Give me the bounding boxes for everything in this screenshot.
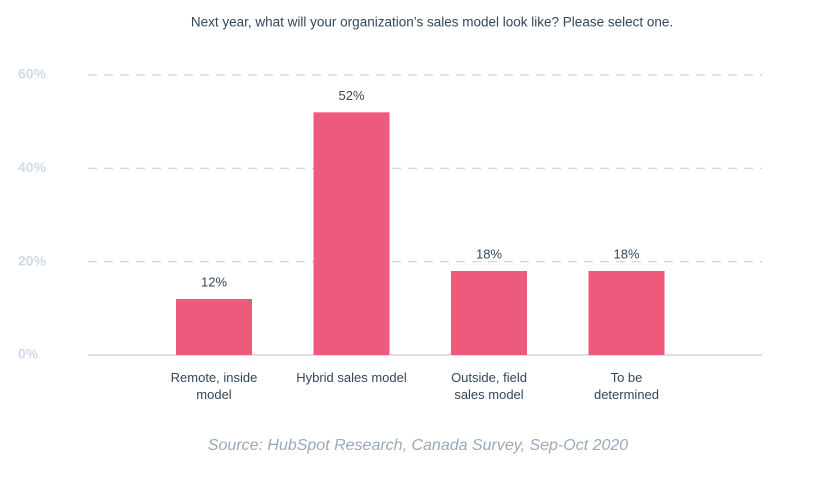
source-note: Source: HubSpot Research, Canada Survey,… xyxy=(208,437,628,454)
value-label: 52% xyxy=(338,88,364,103)
x-tick-label: To be determined xyxy=(593,370,660,402)
y-tick-label: 60% xyxy=(18,66,47,82)
value-label: 18% xyxy=(613,246,639,261)
value-label: 18% xyxy=(476,246,502,261)
x-tick-label: Remote, inside model xyxy=(170,370,258,402)
chart-title: Next year, what will your organization’s… xyxy=(191,15,673,30)
bar xyxy=(588,271,665,355)
y-tick-label: 40% xyxy=(18,159,47,175)
value-label: 12% xyxy=(201,274,227,289)
y-tick-label: 20% xyxy=(18,252,47,268)
y-tick-label: 0% xyxy=(18,346,39,362)
bar xyxy=(313,112,390,355)
bar xyxy=(451,271,527,355)
x-tick-label: Outside, field sales model xyxy=(451,370,527,402)
bar xyxy=(176,299,252,355)
x-tick-label: Hybrid sales model xyxy=(296,370,407,385)
